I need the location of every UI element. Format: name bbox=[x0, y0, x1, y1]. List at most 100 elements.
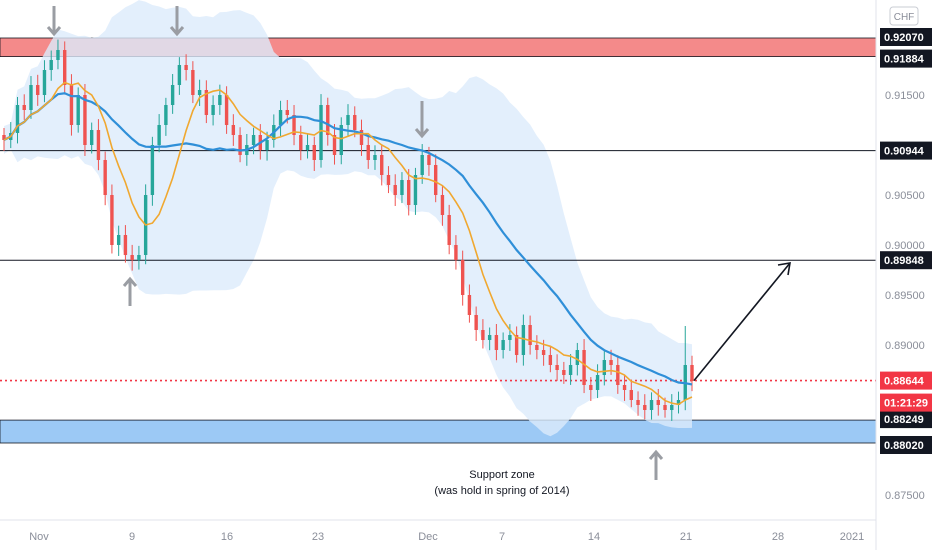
currency-box[interactable] bbox=[889, 6, 919, 26]
candle[interactable] bbox=[29, 76, 33, 119]
candle[interactable] bbox=[42, 60, 47, 103]
candle[interactable] bbox=[521, 314, 526, 366]
candle[interactable] bbox=[96, 119, 101, 171]
candle[interactable] bbox=[602, 351, 607, 386]
candle[interactable] bbox=[460, 250, 465, 306]
candle[interactable] bbox=[373, 145, 377, 170]
candle[interactable] bbox=[589, 377, 593, 401]
candle[interactable] bbox=[332, 124, 337, 165]
candle[interactable] bbox=[170, 74, 175, 114]
level-badge-0.90944[interactable]: 0.90944 bbox=[880, 141, 932, 160]
candle[interactable] bbox=[400, 172, 404, 204]
level-badge-0.88020[interactable]: 0.88020 bbox=[880, 436, 932, 454]
candle[interactable] bbox=[528, 315, 532, 355]
candle[interactable] bbox=[137, 245, 141, 270]
marker-arrow-down-2[interactable] bbox=[169, 6, 185, 37]
candle[interactable] bbox=[359, 119, 364, 156]
candle[interactable] bbox=[427, 146, 431, 176]
candle-body bbox=[535, 345, 539, 350]
candle[interactable] bbox=[265, 131, 269, 161]
current-price-badge[interactable]: 0.88644 bbox=[880, 371, 932, 390]
candle[interactable] bbox=[63, 41, 67, 95]
candle[interactable] bbox=[440, 185, 445, 226]
candle[interactable] bbox=[407, 169, 411, 216]
candle[interactable] bbox=[386, 166, 391, 194]
candle[interactable] bbox=[393, 174, 397, 206]
candle[interactable] bbox=[22, 94, 26, 120]
candle[interactable] bbox=[150, 136, 155, 206]
candle[interactable] bbox=[339, 117, 343, 165]
marker-arrow-up-2[interactable] bbox=[648, 449, 664, 480]
candle-timer-badge[interactable]: 01:21:29 bbox=[880, 393, 932, 412]
candle[interactable] bbox=[123, 225, 128, 263]
candle[interactable] bbox=[548, 345, 553, 373]
candle[interactable] bbox=[447, 204, 451, 255]
candle[interactable] bbox=[433, 154, 438, 203]
level-badge-0.92070[interactable]: 0.92070 bbox=[880, 28, 932, 46]
candle[interactable] bbox=[164, 97, 168, 136]
candle[interactable] bbox=[690, 355, 694, 392]
candle[interactable] bbox=[501, 332, 505, 359]
candle[interactable] bbox=[413, 167, 418, 215]
candle[interactable] bbox=[380, 144, 384, 186]
candle[interactable] bbox=[292, 105, 296, 146]
level-badge-0.91884[interactable]: 0.91884 bbox=[880, 49, 932, 68]
candle[interactable] bbox=[110, 184, 114, 254]
candle[interactable] bbox=[643, 394, 647, 420]
candle[interactable] bbox=[683, 326, 687, 411]
candle[interactable] bbox=[197, 79, 202, 106]
marker-arrow-up-1[interactable] bbox=[122, 276, 138, 306]
candle[interactable] bbox=[299, 125, 303, 161]
candle[interactable] bbox=[454, 235, 458, 270]
candle[interactable] bbox=[366, 135, 370, 169]
candle[interactable] bbox=[83, 84, 87, 156]
candle[interactable] bbox=[49, 50, 53, 81]
candle[interactable] bbox=[481, 319, 485, 349]
candle[interactable] bbox=[616, 355, 620, 394]
candle[interactable] bbox=[191, 61, 195, 104]
marker-arrow-down-1[interactable] bbox=[46, 6, 62, 37]
candle[interactable] bbox=[326, 97, 330, 146]
candle[interactable] bbox=[251, 127, 256, 155]
candle[interactable] bbox=[89, 122, 94, 154]
candle[interactable] bbox=[494, 324, 499, 361]
candle[interactable] bbox=[130, 244, 134, 271]
candle[interactable] bbox=[312, 136, 316, 171]
candle[interactable] bbox=[535, 335, 539, 360]
candle[interactable] bbox=[56, 39, 60, 70]
candle[interactable] bbox=[211, 95, 215, 126]
candle[interactable] bbox=[76, 87, 80, 133]
candle[interactable] bbox=[238, 127, 242, 163]
candle[interactable] bbox=[231, 114, 236, 146]
candle[interactable] bbox=[562, 361, 566, 384]
candle[interactable] bbox=[278, 100, 283, 136]
candle[interactable] bbox=[676, 391, 681, 414]
candle[interactable] bbox=[629, 379, 633, 408]
level-badge-0.89848[interactable]: 0.89848 bbox=[880, 251, 932, 270]
candle[interactable] bbox=[36, 74, 40, 106]
candle[interactable] bbox=[474, 306, 478, 341]
candle[interactable] bbox=[204, 80, 209, 124]
candle[interactable] bbox=[15, 96, 20, 144]
candle[interactable] bbox=[568, 354, 573, 385]
projection-arrow[interactable] bbox=[693, 262, 791, 382]
candle[interactable] bbox=[670, 394, 674, 421]
candle[interactable] bbox=[116, 225, 121, 256]
candle[interactable] bbox=[636, 391, 640, 416]
candle[interactable] bbox=[656, 389, 660, 416]
candle[interactable] bbox=[467, 284, 472, 323]
candle[interactable] bbox=[514, 326, 519, 363]
level-badge-0.88249[interactable]: 0.88249 bbox=[880, 410, 932, 429]
candle[interactable] bbox=[595, 364, 600, 399]
candle[interactable] bbox=[582, 339, 586, 394]
marker-arrow-down-3[interactable] bbox=[414, 101, 430, 139]
candle[interactable] bbox=[622, 375, 627, 401]
candle[interactable] bbox=[487, 327, 492, 351]
candle[interactable] bbox=[305, 134, 310, 159]
candle[interactable] bbox=[103, 151, 107, 206]
candle[interactable] bbox=[555, 354, 559, 381]
candle[interactable] bbox=[649, 392, 654, 420]
candle[interactable] bbox=[177, 57, 182, 95]
candle[interactable] bbox=[184, 54, 188, 81]
